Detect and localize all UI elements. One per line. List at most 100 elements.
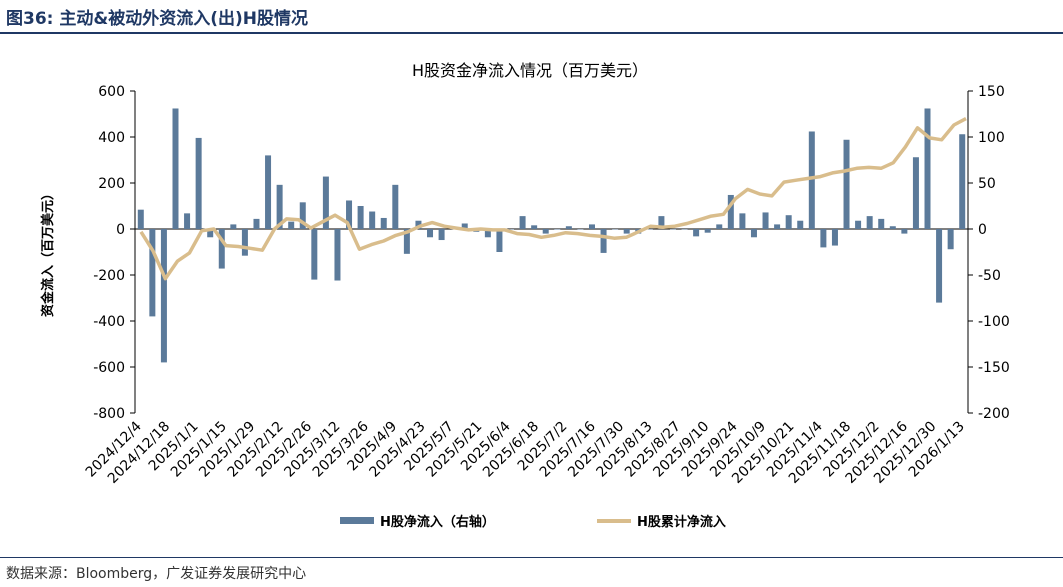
bar [901,229,908,234]
right-tick-label: -50 [978,268,1001,284]
bar [866,216,873,229]
bar [195,137,202,229]
right-tick-label: -150 [978,360,1010,376]
bar [276,184,283,229]
bar [936,229,943,303]
left-tick-label: 600 [98,84,125,100]
bar [311,229,318,280]
bar [172,108,179,229]
left-tick-label: -400 [93,314,125,330]
bar [739,213,746,229]
left-tick-label: 200 [98,176,125,192]
bar [230,224,237,229]
bar [288,221,295,229]
y-axis-label: 资金流入（百万美元） [40,187,56,317]
bar [496,229,503,252]
left-tick-label: -200 [93,268,125,284]
bar [554,229,561,230]
left-tick-label: -800 [93,406,125,422]
right-tick-label: -200 [978,406,1010,422]
bar [808,131,815,229]
bar [693,229,700,237]
left-tick-label: 0 [116,222,125,238]
bar [646,229,653,230]
bar-series [137,108,966,363]
bar [924,108,931,229]
bar [149,229,156,317]
right-tick-label: 0 [978,222,987,238]
footer-rule [0,557,1063,558]
bar [704,229,711,233]
bar [346,200,353,229]
legend-bar-label: H股净流入（右轴） [380,514,495,530]
bar [207,229,214,238]
bar [241,229,248,256]
bar [612,229,619,230]
bar [218,229,225,269]
cumulative-line [139,117,967,281]
bar [392,184,399,229]
bar [508,229,515,230]
bar [889,226,896,229]
legend-line-label: H股累计净流入 [637,514,726,530]
bar [774,224,781,229]
source-note: 数据来源：Bloomberg，广发证券发展研究中心 [6,566,307,582]
bar [716,224,723,229]
bar [184,213,191,229]
bar [600,229,607,253]
bar [299,202,306,229]
bar [427,229,434,238]
bar [565,226,572,229]
bar [912,157,919,229]
chart-title: H股资金净流入情况（百万美元） [412,61,648,80]
legend-bar-swatch [340,517,374,524]
figure-header: 图36: 主动&被动外资流入(出)H股情况 [6,9,308,29]
bar [253,218,260,229]
legend: H股净流入（右轴） H股累计净流入 [340,514,726,530]
bar [762,212,769,229]
left-tick-label: 400 [98,130,125,146]
right-tick-label: 50 [978,176,996,192]
bar [160,229,167,363]
bar [623,229,630,234]
bar [681,229,688,230]
bar [438,229,445,241]
bar [658,216,665,229]
bar [855,220,862,229]
right-tick-label: -100 [978,314,1010,330]
bar [878,218,885,229]
bar [588,224,595,229]
bar [542,229,549,234]
bar [265,155,272,229]
bar [797,220,804,229]
header-rule [0,32,1063,34]
bar [357,206,364,229]
bar [727,194,734,229]
bar [669,229,676,230]
bar [531,225,538,229]
bar [322,176,329,229]
bar [334,229,341,281]
bar [785,215,792,229]
line-series [139,117,967,281]
axes-group: 600 400 200 0 -200 -400 -600 -800 150 100 50 0 -50 -1… [83,84,1010,487]
bar [947,229,954,250]
bar [369,211,376,229]
bar [831,229,838,246]
bar [750,229,757,238]
bar [461,223,468,229]
bar [577,229,584,230]
bar [484,229,491,238]
bar [820,229,827,248]
bar [137,209,144,229]
bar [959,134,966,229]
bar [843,139,850,229]
bar [380,217,387,229]
left-tick-label: -600 [93,360,125,376]
bar [519,216,526,229]
right-tick-label: 150 [978,84,1005,100]
right-tick-label: 100 [978,130,1005,146]
bar [415,220,422,229]
bar [403,229,410,254]
